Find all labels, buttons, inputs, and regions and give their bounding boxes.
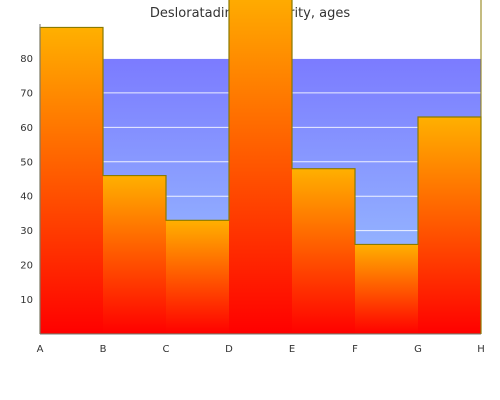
- tick-labels: 10 20 30 40 50 60 70 80 A B C D E F G H: [20, 54, 485, 355]
- axes: [39, 0, 482, 335]
- foreground-area-F: [355, 244, 418, 334]
- y-tick-label-20: 20: [20, 261, 33, 272]
- y-tick-label-30: 30: [20, 226, 33, 237]
- x-tick-label-A: A: [37, 344, 44, 355]
- x-tick-label-B: B: [100, 344, 107, 355]
- foreground-area-B: [103, 175, 166, 334]
- y-tick-label-40: 40: [20, 192, 33, 203]
- foreground-series-layer: [39, 0, 482, 334]
- x-tick-label-F: F: [352, 344, 358, 355]
- x-tick-label-G: G: [414, 344, 422, 355]
- y-tick-label-60: 60: [20, 123, 33, 134]
- y-tick-label-70: 70: [20, 88, 33, 99]
- y-tick-label-50: 50: [20, 157, 33, 168]
- foreground-area-E: [292, 168, 355, 334]
- foreground-area-G: [418, 117, 481, 334]
- x-tick-label-H: H: [477, 344, 485, 355]
- x-tick-label-D: D: [225, 344, 233, 355]
- x-tick-label-E: E: [289, 344, 295, 355]
- foreground-outline: [39, 0, 482, 334]
- x-tick-label-C: C: [163, 344, 170, 355]
- foreground-area-D: [229, 0, 292, 334]
- y-tick-label-10: 10: [20, 295, 33, 306]
- foreground-area-C: [166, 220, 229, 334]
- y-tick-label-80: 80: [20, 54, 33, 65]
- foreground-area-A: [40, 27, 103, 334]
